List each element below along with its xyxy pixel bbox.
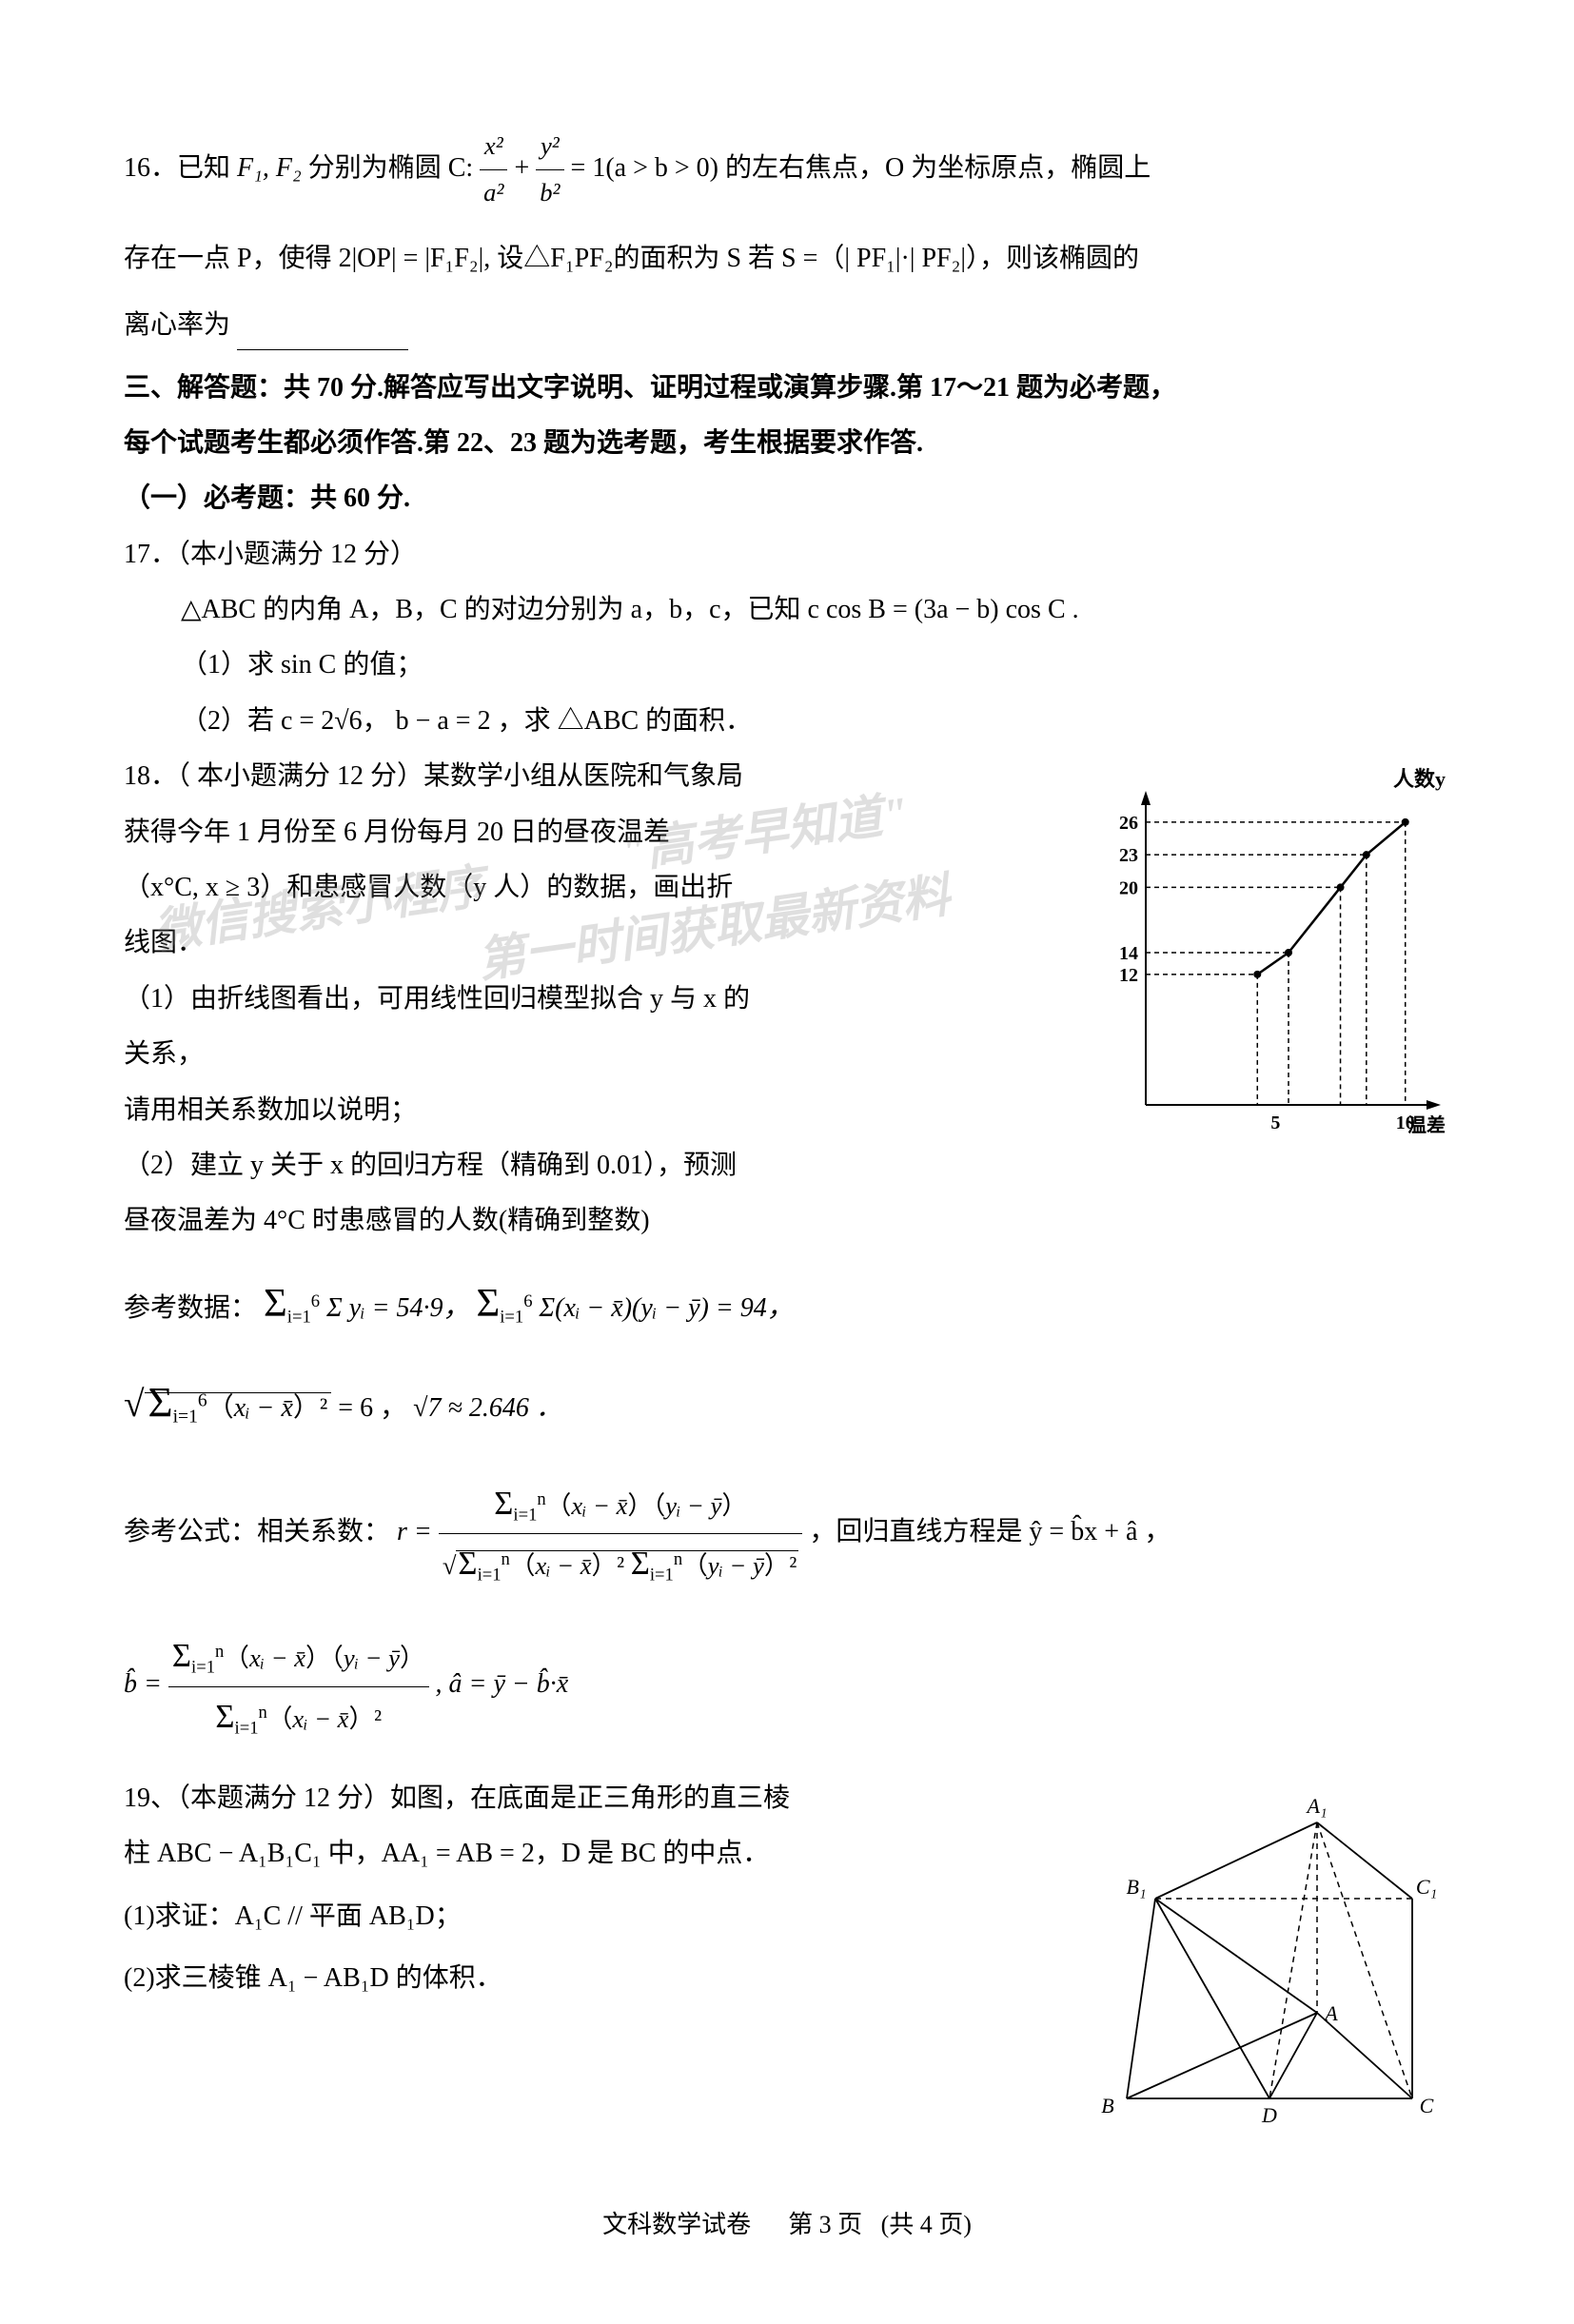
answer-blank xyxy=(237,349,408,350)
geometry-figure: A₁ B₁ C₁ A B C D xyxy=(1089,1794,1450,2137)
q16-line1: 16．已知 F₁, F₂ 分别为椭圆 C: x² a² + y² b² = 1(… xyxy=(124,124,1450,216)
q16-frac1: x² a² xyxy=(480,124,507,216)
page-footer: 文科数学试卷 第 3 页 (共 4 页) xyxy=(124,2203,1450,2248)
plus: + xyxy=(514,153,536,183)
b-frac: Σi=1n（xᵢ − x̄）（yᵢ − ȳ） Σi=1n（xᵢ − x̄）² xyxy=(168,1626,429,1745)
svg-text:B₁: B₁ xyxy=(1126,1875,1146,1899)
q18-refdata: 参考数据： Σi=16 Σ yᵢ = 54·9， Σi=16 Σ(xᵢ − x̄… xyxy=(124,1268,1450,1341)
a-formula: , â = ȳ − b̂·x̄ xyxy=(436,1670,569,1700)
q16-frac2: y² b² xyxy=(536,124,563,216)
svg-text:C: C xyxy=(1420,2094,1434,2117)
q16-eq: = 1(a > b > 0) 的左右焦点，O 为坐标原点，椭圆上 xyxy=(571,153,1151,183)
svg-text:A: A xyxy=(1323,2001,1338,2025)
q18-bformula: b̂ = Σi=1n（xᵢ − x̄）（yᵢ − ȳ） Σi=1n（xᵢ − x… xyxy=(124,1626,1450,1745)
page-content: 16．已知 F₁, F₂ 分别为椭圆 C: x² a² + y² b² = 1(… xyxy=(124,124,1450,2248)
q18-wrapper: 人数y2623201412510温差 x 18．（ 本小题满分 12 分）某数学… xyxy=(124,753,1450,1253)
svg-text:A₁: A₁ xyxy=(1305,1794,1327,1818)
ref-prefix: 参考数据： xyxy=(124,1293,257,1323)
q19-wrapper: A₁B₁C₁ABCD 19、（本题满分 12 分）如图，在底面是正三角形的直三棱… xyxy=(124,1775,1450,2146)
frac1-num: x² xyxy=(480,124,507,170)
q17-line1: 17．（本小题满分 12 分） xyxy=(124,531,1450,579)
frac1-den: a² xyxy=(480,170,507,216)
section3-header1: 三、解答题：共 70 分.解答应写出文字说明、证明过程或演算步骤.第 17～21… xyxy=(124,364,1450,412)
svg-text:C₁: C₁ xyxy=(1416,1875,1437,1899)
q16-prefix: 16．已知 xyxy=(124,153,237,183)
footer-left: 文科数学试卷 xyxy=(602,2211,751,2238)
r-frac: Σi=1n（xᵢ − x̄）（yᵢ − ȳ） √Σi=1n（xᵢ − x̄）² … xyxy=(439,1474,803,1593)
q16-line3-prefix: 离心率为 xyxy=(124,310,230,340)
footer-center: 第 3 页 xyxy=(788,2211,862,2238)
svg-text:温差 x: 温差 x xyxy=(1407,1113,1450,1136)
ref-sum2: Σ(xᵢ − x̄)(yᵢ − ȳ) = 94， xyxy=(540,1293,794,1323)
ref-sqrt2: √7 ≈ 2.646 ． xyxy=(413,1393,562,1423)
svg-text:D: D xyxy=(1261,2103,1277,2127)
q16-line2: 存在一点 P，使得 2|OP| = |F₁F₂|, 设△F₁PF₂的面积为 S … xyxy=(124,235,1450,283)
formula-prefix: 参考公式：相关系数： xyxy=(124,1517,390,1546)
section3-subheader: （一）必考题：共 60 分. xyxy=(124,475,1450,522)
svg-text:12: 12 xyxy=(1119,965,1138,986)
footer-right: (共 4 页) xyxy=(881,2211,972,2238)
ref-sum1: Σ yᵢ = 54·9， xyxy=(326,1293,469,1323)
b-num: Σi=1n（xᵢ − x̄）（yᵢ − ȳ） xyxy=(168,1626,429,1686)
frac2-num: y² xyxy=(536,124,563,170)
svg-text:B: B xyxy=(1101,2094,1113,2117)
q18-line9: 昼夜温差为 4°C 时患感冒的人数(精确到整数) xyxy=(124,1197,1450,1245)
svg-text:23: 23 xyxy=(1119,845,1138,866)
r-den: √Σi=1n（xᵢ − x̄）² Σi=1n（yᵢ − ȳ）² xyxy=(439,1534,803,1593)
svg-text:26: 26 xyxy=(1119,813,1138,834)
svg-text:20: 20 xyxy=(1119,878,1138,899)
b-den: Σi=1n（xᵢ − x̄）² xyxy=(168,1687,429,1746)
r-num: Σi=1n（xᵢ − x̄）（yᵢ − ȳ） xyxy=(439,1474,803,1534)
line-chart: 人数y2623201412510温差 x xyxy=(1089,762,1450,1162)
section3-header2: 每个试题考生都必须作答.第 22、23 题为选考题，考生根据要求作答. xyxy=(124,420,1450,467)
svg-text:5: 5 xyxy=(1270,1113,1280,1133)
q18-formula: 参考公式：相关系数： r = Σi=1n（xᵢ − x̄）（yᵢ − ȳ） √Σ… xyxy=(124,1474,1450,1593)
q16-f12: F₁, F₂ xyxy=(237,153,302,183)
q18-refdata2: √Σi=16（xᵢ − x̄）² = 6 ， √7 ≈ 2.646 ． xyxy=(124,1364,1450,1441)
q17-line3: （1）求 sin C 的值； xyxy=(124,641,1450,689)
frac2-den: b² xyxy=(536,170,563,216)
q16-text1: 分别为椭圆 C: xyxy=(308,153,480,183)
reg-line: ，回归直线方程是 ŷ = b̂x + â ， xyxy=(809,1517,1171,1546)
q17-line2: △ABC 的内角 A，B，C 的对边分别为 a，b，c，已知 c cos B =… xyxy=(124,586,1450,634)
svg-text:14: 14 xyxy=(1119,943,1138,964)
q17-line4: （2）若 c = 2√6， b − a = 2 ，求 △ABC 的面积． xyxy=(124,698,1450,745)
svg-text:人数y: 人数y xyxy=(1393,767,1446,791)
q16-line3: 离心率为 xyxy=(124,302,1450,349)
